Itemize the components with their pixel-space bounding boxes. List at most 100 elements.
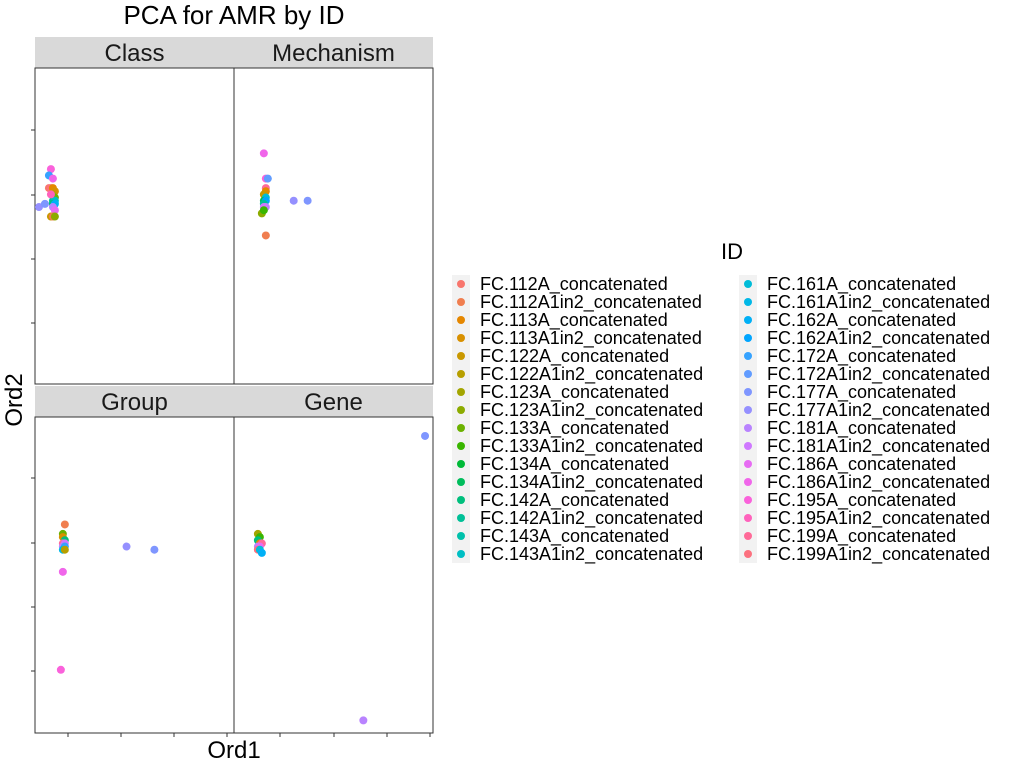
legend-item: FC.161A1in2_concatenated xyxy=(739,292,990,313)
legend-label: FC.134A_concatenated xyxy=(480,454,669,475)
legend-swatch xyxy=(457,460,465,468)
facet-strip-label: Class xyxy=(104,40,164,67)
legend-label: FC.133A_concatenated xyxy=(480,418,669,439)
data-point xyxy=(34,203,43,212)
data-point xyxy=(259,206,268,215)
data-point xyxy=(257,548,266,557)
legend-swatch xyxy=(744,532,752,540)
legend-item: FC.177A_concatenated xyxy=(739,382,956,403)
legend-swatch xyxy=(744,514,752,522)
axes xyxy=(31,129,431,737)
legend-swatch xyxy=(744,424,752,432)
data-point xyxy=(60,520,69,529)
facet-strip-label: Mechanism xyxy=(272,40,395,67)
legend-swatch xyxy=(457,514,465,522)
data-point xyxy=(261,231,270,240)
legend-item: FC.161A_concatenated xyxy=(739,274,956,295)
legend-swatch xyxy=(457,550,465,558)
legend-swatch xyxy=(457,352,465,360)
legend-swatch xyxy=(744,406,752,414)
legend-label: FC.186A_concatenated xyxy=(767,454,956,475)
legend-label: FC.181A1in2_concatenated xyxy=(767,436,990,457)
legend-label: FC.199A1in2_concatenated xyxy=(767,544,990,565)
facet-strip xyxy=(35,37,234,68)
legend-item: FC.122A1in2_concatenated xyxy=(452,364,703,385)
legend-swatch xyxy=(457,424,465,432)
legend-swatch xyxy=(744,280,752,288)
data-point xyxy=(58,567,67,576)
legend-item: FC.133A_concatenated xyxy=(452,418,669,439)
legend-swatch xyxy=(457,478,465,486)
legend-item: FC.186A_concatenated xyxy=(739,454,956,475)
legend-swatch xyxy=(744,496,752,504)
facet-mechanism: Mechanism xyxy=(233,37,434,385)
facet-gene: Gene xyxy=(233,386,434,734)
legend-label: FC.142A_concatenated xyxy=(480,490,669,511)
legend-swatch xyxy=(457,406,465,414)
facet-panel xyxy=(34,67,235,385)
legend-swatch xyxy=(744,478,752,486)
legend-item: FC.177A1in2_concatenated xyxy=(739,400,990,421)
legend-swatch xyxy=(744,442,752,450)
facet-panel xyxy=(34,416,235,734)
legend-item: FC.112A_concatenated xyxy=(452,274,668,295)
facet-panel xyxy=(233,416,434,734)
legend-label: FC.133A1in2_concatenated xyxy=(480,436,703,457)
facet-class: Class xyxy=(34,37,235,385)
legend-swatch xyxy=(457,280,465,288)
legend-swatch xyxy=(457,316,465,324)
legend-label: FC.112A_concatenated xyxy=(480,274,668,295)
legend-label: FC.112A1in2_concatenated xyxy=(480,292,702,313)
legend-item: FC.123A_concatenated xyxy=(452,382,669,403)
data-point xyxy=(46,165,55,174)
x-axis-title: Ord1 xyxy=(207,737,260,764)
legend-label: FC.186A1in2_concatenated xyxy=(767,472,990,493)
legend-swatch xyxy=(744,352,752,360)
data-point xyxy=(46,190,55,199)
legend-item: FC.199A1in2_concatenated xyxy=(739,544,990,565)
legend-label: FC.142A1in2_concatenated xyxy=(480,508,703,529)
legend-item: FC.172A1in2_concatenated xyxy=(739,364,990,385)
legend-swatch xyxy=(744,298,752,306)
data-point xyxy=(122,542,131,551)
legend-label: FC.161A_concatenated xyxy=(767,274,956,295)
legend-label: FC.123A_concatenated xyxy=(480,382,669,403)
legend-label: FC.113A_concatenated xyxy=(480,310,668,331)
legend-label: FC.122A1in2_concatenated xyxy=(480,364,703,385)
legend-swatch xyxy=(744,316,752,324)
data-point xyxy=(48,174,57,183)
legend-item: FC.134A_concatenated xyxy=(452,454,669,475)
legend-swatch xyxy=(744,370,752,378)
legend-item: FC.162A1in2_concatenated xyxy=(739,328,990,349)
facet-strip-label: Gene xyxy=(304,389,363,416)
legend-item: FC.181A1in2_concatenated xyxy=(739,436,990,457)
y-axis-title: Ord2 xyxy=(1,373,28,426)
legend-label: FC.181A_concatenated xyxy=(767,418,956,439)
legend-swatch xyxy=(744,460,752,468)
legend-item: FC.143A_concatenated xyxy=(452,526,669,547)
legend-swatch xyxy=(457,370,465,378)
legend-item: FC.113A_concatenated xyxy=(452,310,668,331)
legend-swatch xyxy=(457,532,465,540)
data-point xyxy=(359,716,368,725)
data-point xyxy=(263,174,272,183)
data-point xyxy=(421,431,430,440)
legend-swatch xyxy=(744,388,752,396)
legend-label: FC.162A1in2_concatenated xyxy=(767,328,990,349)
facet-panel xyxy=(233,67,434,385)
legend-item: FC.181A_concatenated xyxy=(739,418,956,439)
legend-label: FC.134A1in2_concatenated xyxy=(480,472,703,493)
data-point xyxy=(303,196,312,205)
legend-item: FC.199A_concatenated xyxy=(739,526,956,547)
legend-item: FC.162A_concatenated xyxy=(739,310,956,331)
legend-item: FC.134A1in2_concatenated xyxy=(452,472,703,493)
data-point xyxy=(150,545,159,554)
legend-label: FC.172A1in2_concatenated xyxy=(767,364,990,385)
legend-swatch xyxy=(744,334,752,342)
data-point xyxy=(50,206,59,215)
legend-item: FC.195A1in2_concatenated xyxy=(739,508,990,529)
legend-item: FC.195A_concatenated xyxy=(739,490,956,511)
legend-swatch xyxy=(457,298,465,306)
legend-label: FC.143A_concatenated xyxy=(480,526,669,547)
